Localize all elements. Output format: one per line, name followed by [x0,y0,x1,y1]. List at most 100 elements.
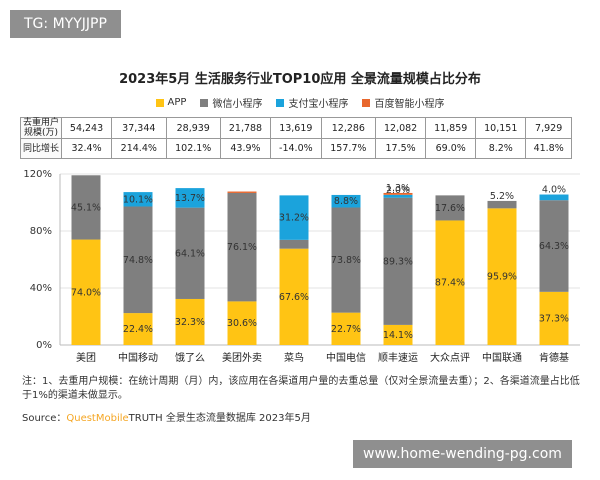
table-row-users: 去重用户规模(万) 54,243 37,344 28,939 21,788 13… [20,117,572,139]
bar-data-label: 87.4% [435,278,465,289]
legend-item-wechat: 微信小程序 [200,95,262,110]
legend-swatch-alipay [276,98,285,107]
bar-data-label: 1.3% [386,183,410,194]
bar-data-label: 22.4% [123,324,153,335]
bar-data-label: 67.6% [279,292,309,303]
bar-segment [435,195,465,221]
legend-swatch-app [155,98,164,107]
bar-data-label: 73.8% [331,255,361,266]
bar-data-label: 37.3% [539,313,569,324]
site-watermark: www.home-wending-pg.com [353,440,572,468]
bar-data-label: 5.2% [490,191,514,202]
bar-data-label: 8.8% [334,196,358,207]
bar-segment [175,207,205,299]
legend-label-baidu: 百度智能小程序 [374,99,445,110]
bar-segment [331,194,361,208]
bar-data-label: 74.0% [71,287,101,298]
chart-area: 0% 40% 80% 120% 74.0% 45.1% 美团 22.4% 74.8% 10.1% 中… [23,169,580,364]
legend-label-wechat: 微信小程序 [212,99,263,110]
bar-segment [435,220,465,345]
x-tick-label: 饿了么 [175,352,205,364]
x-tick-label: 中国移动 [118,351,158,364]
bar-data-label: 22.7% [331,324,361,335]
table-cell: 102.1% [165,138,221,159]
bar-segment [383,324,413,345]
tg-badge: TG: MYYJJPP [10,10,121,38]
stacked-bar-chart: 0% 40% 80% 120% 74.0% 45.1% 美团 22.4% 74.8% 10.1% 中… [23,169,580,364]
legend-item-baidu: 百度智能小程序 [362,95,444,110]
bar-data-label: 13.7% [175,193,205,204]
bar-segment [175,188,205,208]
source-prefix: Source： [22,413,67,424]
source-brand: QuestMobile [66,413,129,424]
bar-data-label: 2.0% [386,185,410,196]
bar-segment [487,208,517,345]
bar-data-label: 89.3% [383,256,413,267]
table-cell: 12,286 [320,117,377,139]
bar-segment [383,197,413,325]
x-tick-label: 肯德基 [539,351,569,364]
table-cell: 8.2% [475,138,527,159]
legend-item-app: APP [155,95,187,110]
bar-data-label: 64.1% [175,248,205,259]
table-row-label: 同比增长 [20,138,62,159]
bar-segment [123,313,153,345]
y-tick-label: 80% [30,226,52,237]
legend-label-app: APP [167,97,187,108]
bar-segment [71,239,101,345]
bar-segment [227,192,257,302]
table-cell: 157.7% [320,138,377,159]
bar-segment [331,207,361,313]
footnote: 注：1、去重用户规模：在统计周期（月）内，该应用在各渠道用户量的去重总量（仅对全… [22,376,580,401]
x-tick-label: 中国电信 [326,351,366,364]
source-line: Source：QuestMobileTRUTH 全景生态流量数据库 2023年5… [22,409,311,424]
table-cell: 43.9% [219,138,272,159]
bar-segment [383,194,413,198]
y-tick-label: 40% [30,283,52,294]
bar-segment [331,312,361,345]
x-tick-label: 菜鸟 [284,351,304,364]
bar-segment [279,248,309,345]
bar-segment [539,291,569,345]
bar-data-label: 4.0% [542,185,566,196]
bar-segment [175,298,205,345]
legend-swatch-baidu [362,98,371,107]
bar-segment [539,194,569,201]
y-tick-label: 0% [36,340,52,351]
table-row-growth: 同比增长 32.4% 214.4% 102.1% 43.9% -14.0% 15… [20,138,572,159]
bar-segment [71,175,101,240]
table-cell: 69.0% [425,138,477,159]
x-tick-label: 美团 [76,351,96,364]
bar-segment [123,192,153,207]
bar-segment [487,200,517,209]
legend-swatch-wechat [200,98,209,107]
bar-data-label: 95.9% [487,272,517,283]
stats-table: 去重用户规模(万) 54,243 37,344 28,939 21,788 13… [20,117,572,159]
table-cell: 41.8% [525,138,572,159]
bar-segment [123,206,153,314]
bar-segment [383,192,413,195]
x-tick-label: 大众点评 [430,351,470,364]
table-cell: 32.4% [60,138,113,159]
bar-segment [227,191,257,193]
bar-data-label: 14.1% [383,330,413,341]
bar-data-label: 10.1% [123,194,153,205]
bar-data-label: 31.2% [279,213,309,224]
legend-item-alipay: 支付宝小程序 [276,95,348,110]
bar-segment [279,239,309,249]
legend-label-alipay: 支付宝小程序 [288,99,349,110]
y-tick-label: 120% [23,169,52,180]
bar-segment [539,200,569,292]
bar-data-label: 45.1% [71,202,101,213]
bar-data-label: 32.3% [175,317,205,328]
bar-segment [227,301,257,345]
chart-legend: APP 微信小程序 支付宝小程序 百度智能小程序 [0,95,600,110]
x-tick-label: 美团外卖 [222,351,262,364]
bar-data-label: 17.6% [435,203,465,214]
bar-data-label: 74.8% [123,255,153,266]
source-rest: TRUTH 全景生态流量数据库 2023年5月 [128,413,311,424]
bar-segment [279,195,309,240]
x-tick-label: 中国联通 [482,351,522,364]
x-tick-label: 顺丰速运 [378,351,418,364]
chart-title: 2023年5月 生活服务行业TOP10应用 全景流量规模占比分布 [119,72,481,87]
